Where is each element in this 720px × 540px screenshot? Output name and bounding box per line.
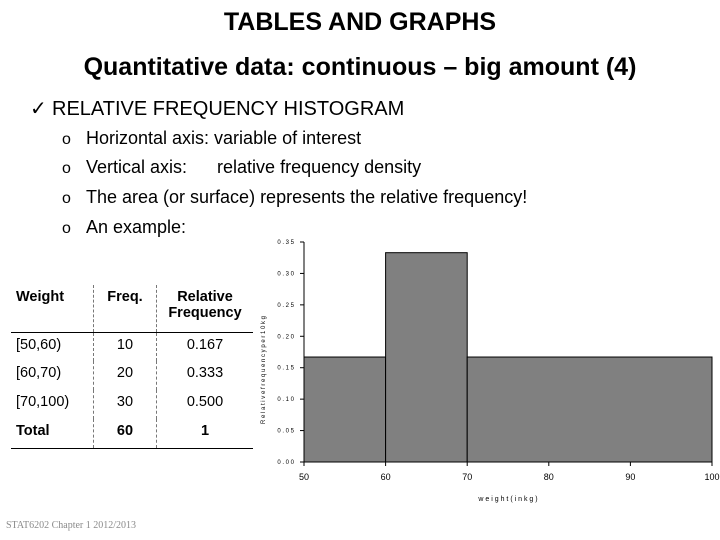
- histogram-bar: [385, 252, 468, 463]
- table-header-row: Weight Freq. Relative Frequency: [11, 285, 253, 332]
- cell-freq: 60: [93, 419, 157, 448]
- x-tick-label: 80: [544, 472, 554, 482]
- circle-bullet-icon: o: [62, 160, 71, 177]
- frequency-table: Weight Freq. Relative Frequency [50,60) …: [11, 285, 253, 449]
- cell-weight: [50,60): [11, 332, 94, 361]
- sub-bullet-text: The area (or surface) represents the rel…: [86, 187, 528, 207]
- y-tick-label: 0 . 1 5: [277, 366, 294, 372]
- cell-weight: [70,100): [11, 390, 94, 419]
- circle-bullet-icon: o: [62, 131, 71, 148]
- y-tick-label: 0 . 0 5: [277, 429, 294, 435]
- x-axis-label: w e i g h t ( i n k g ): [477, 496, 537, 503]
- header-weight: Weight: [11, 285, 94, 332]
- cell-freq: 10: [93, 332, 157, 361]
- table-row: [60,70) 20 0.333: [11, 361, 253, 390]
- header-freq: Freq.: [93, 285, 157, 332]
- cell-relfreq: 0.167: [186, 336, 224, 353]
- slide-footer: STAT6202 Chapter 1 2012/2013: [6, 520, 137, 531]
- slide-subtitle: Quantitative data: continuous – big amou…: [83, 53, 637, 81]
- y-tick-label: 0 . 2 0: [277, 334, 294, 340]
- sub-bullet: o Horizontal axis: variable of interest: [62, 128, 361, 149]
- histogram-bar: [466, 356, 713, 463]
- table-row: [50,60) 10 0.167: [11, 332, 253, 361]
- cell-freq: 30: [93, 390, 157, 419]
- x-tick-label: 50: [299, 472, 309, 482]
- main-bullet: ✓ RELATIVE FREQUENCY HISTOGRAM: [30, 96, 404, 121]
- cell-weight: [60,70): [11, 361, 94, 390]
- cell-relfreq: 0.500: [186, 394, 224, 410]
- sub-bullet: o Vertical axis: relative frequency densi…: [62, 157, 421, 178]
- histogram-bar: [303, 356, 387, 463]
- main-bullet-text: RELATIVE FREQUENCY HISTOGRAM: [52, 98, 405, 120]
- sub-bullet-text: An example:: [86, 217, 187, 237]
- y-tick-label: 0 . 2 5: [277, 303, 294, 309]
- cell-freq: 20: [93, 361, 157, 390]
- circle-bullet-icon: o: [62, 220, 71, 237]
- cell-weight: Total: [11, 419, 94, 448]
- sub-bullet-text: Vertical axis: relative frequency densit…: [86, 157, 422, 177]
- cell-relfreq: 0.333: [186, 365, 224, 381]
- y-tick-label: 0 . 0 0: [277, 460, 294, 466]
- x-tick-label: 90: [625, 472, 635, 482]
- sub-bullet: o An example:: [62, 217, 186, 238]
- circle-bullet-icon: o: [62, 190, 71, 207]
- header-relative-frequency: Relative Frequency: [168, 289, 242, 321]
- table-total-row: Total 60 1: [11, 419, 253, 448]
- y-axis-label: R e l a t i v e f r e q u e n c y p e r …: [261, 316, 267, 424]
- table-row: [70,100) 30 0.500: [11, 390, 253, 419]
- slide-title: TABLES AND GRAPHS: [223, 8, 497, 36]
- sub-bullet: o The area (or surface) represents the re…: [62, 187, 527, 208]
- y-tick-label: 0 . 1 0: [277, 397, 294, 403]
- sub-bullet-text: Horizontal axis: variable of interest: [86, 128, 362, 148]
- x-tick-label: 100: [704, 472, 719, 482]
- y-tick-label: 0 . 3 0: [277, 271, 294, 277]
- x-tick-label: 60: [381, 472, 391, 482]
- cell-relfreq: 1: [200, 423, 210, 439]
- x-tick-label: 70: [462, 472, 472, 482]
- checkmark-icon: ✓: [30, 98, 47, 120]
- y-tick-label: 0 . 3 5: [277, 240, 294, 246]
